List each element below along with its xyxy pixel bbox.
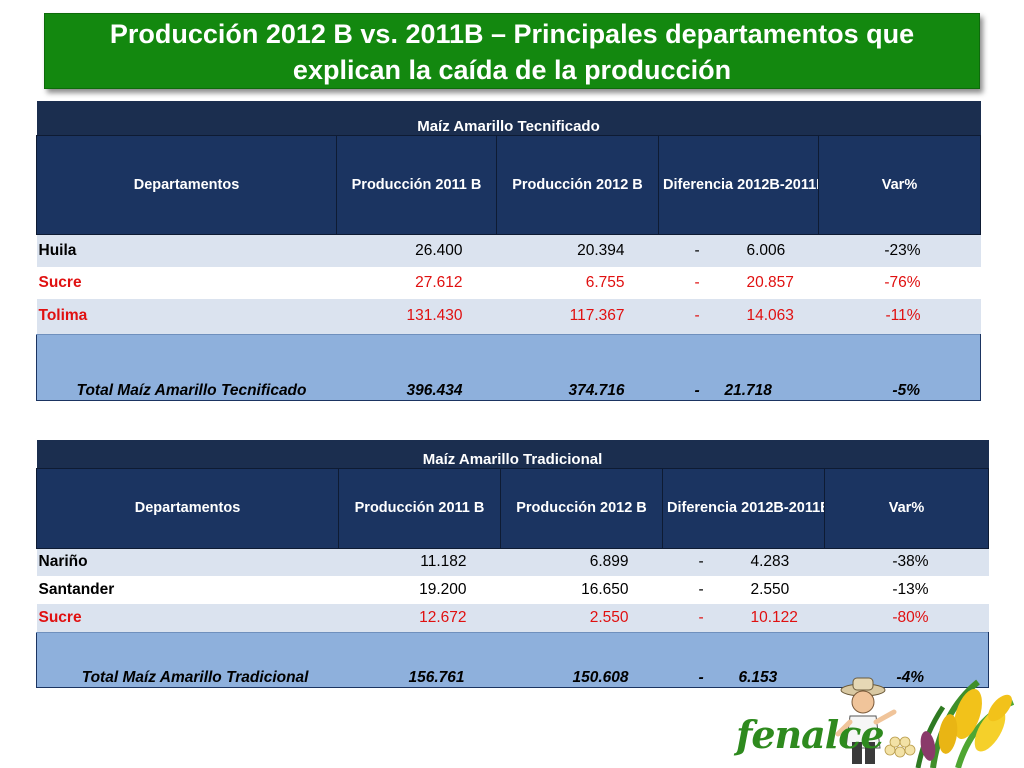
diff-sign: - (694, 381, 700, 399)
table-tradicional: Maíz Amarillo Tradicional Departamentos … (36, 440, 989, 688)
diff-sign: - (698, 608, 704, 626)
table-total-row: Total Maíz Amarillo Tradicional 156.761 … (36, 631, 989, 688)
cell-produccion-2011: 131.430 (336, 299, 497, 334)
diff-value: 2.550 (750, 581, 790, 598)
diff-value: 20.857 (746, 274, 794, 291)
cell-departamento: Sucre (38, 274, 82, 291)
column-header-produccion-2011: Producción 2011 B (336, 134, 497, 235)
cell-var: -38% (824, 548, 989, 576)
cell-var: -13% (892, 581, 929, 598)
cell-total-var: -4% (824, 631, 989, 688)
cell-var: -80% (824, 604, 989, 632)
table-row: Huila 26.400 20.394 - 6.006 -23% (36, 234, 981, 267)
cell-departamento: Sucre (36, 604, 339, 632)
diff-sign: - (698, 581, 704, 598)
cell-total-label: Total Maíz Amarillo Tecnificado (36, 333, 337, 401)
cell-diferencia: - 4.283 (662, 548, 825, 576)
diff-sign: - (694, 307, 700, 325)
fenalce-logo (835, 677, 1015, 768)
diff-value: 21.718 (724, 381, 772, 399)
cell-total-label: Total Maíz Amarillo Tradicional (36, 631, 339, 688)
cell-total-2011: 396.434 (336, 333, 497, 401)
cell-diferencia: - 6.006 (658, 234, 819, 267)
cell-diferencia: - 14.063 (658, 299, 819, 334)
cell-var: -76% (884, 274, 921, 291)
cell-departamento: Tolima (36, 299, 337, 334)
diff-sign: - (698, 668, 704, 686)
title-line-1: Producción 2012 B vs. 2011B – Principale… (109, 19, 915, 49)
cell-diferencia: - 2.550 (663, 576, 825, 604)
column-header-diferencia: Diferencia 2012B-2011B Ton (658, 134, 819, 235)
cell-produccion-2012: 117.367 (496, 299, 659, 334)
table-row: Santander 19.200 16.650 - 2.550 -13% (37, 576, 989, 604)
table-caption: Maíz Amarillo Tecnificado (36, 101, 981, 135)
column-header-var: Var% (824, 467, 989, 549)
cell-produccion-2012: 16.650 (581, 581, 629, 598)
column-header-departamentos: Departamentos (36, 467, 339, 549)
diff-value: 6.006 (746, 241, 786, 259)
title-line-2: explican la caída de la producción (292, 55, 732, 85)
cell-produccion-2011: 12.672 (338, 604, 501, 632)
cell-departamento: Nariño (36, 548, 339, 576)
table-row: Nariño 11.182 6.899 - 4.283 -38% (36, 548, 989, 576)
farmer-icon (835, 677, 897, 764)
column-header-produccion-2012: Producción 2012 B (496, 134, 659, 235)
diff-sign: - (694, 241, 700, 259)
table-caption: Maíz Amarillo Tradicional (36, 440, 989, 468)
column-header-produccion-2012: Producción 2012 B (500, 467, 663, 549)
diff-sign: - (698, 553, 704, 571)
diff-value: 10.122 (750, 608, 798, 626)
cell-departamento: Santander (38, 581, 115, 598)
cell-total-2012: 374.716 (496, 333, 659, 401)
table-row: Sucre 27.612 6.755 - 20.857 -76% (37, 267, 981, 299)
column-header-var: Var% (818, 134, 981, 235)
column-header-produccion-2011: Producción 2011 B (338, 467, 501, 549)
cell-produccion-2012: 6.755 (585, 274, 625, 291)
column-header-diferencia: Diferencia 2012B-2011B Ton (662, 467, 825, 549)
cell-produccion-2012: 2.550 (500, 604, 663, 632)
corn-illustration-icon (915, 679, 1015, 768)
corn-kernels-icon (884, 736, 916, 758)
title-banner: Producción 2012 B vs. 2011B – Principale… (44, 13, 980, 89)
cell-produccion-2011: 27.612 (415, 274, 463, 291)
cell-total-diferencia: - 21.718 (658, 333, 819, 401)
cell-produccion-2012: 20.394 (496, 234, 659, 267)
cell-produccion-2011: 11.182 (338, 548, 501, 576)
cell-total-diferencia: - 6.153 (662, 631, 825, 688)
cell-total-2012: 150.608 (500, 631, 663, 688)
column-header-departamentos: Departamentos (36, 134, 337, 235)
table-tecnificado: Maíz Amarillo Tecnificado Departamentos … (36, 101, 981, 401)
logo-wordmark: fenalce (736, 712, 885, 757)
diff-value: 14.063 (746, 307, 794, 325)
table-row: Tolima 131.430 117.367 - 14.063 -11% (36, 299, 981, 334)
cell-var: -11% (818, 299, 981, 334)
cell-diferencia: - 10.122 (662, 604, 825, 632)
cell-total-var: -5% (818, 333, 981, 401)
cell-total-2011: 156.761 (338, 631, 501, 688)
cell-var: -23% (818, 234, 981, 267)
diff-sign: - (694, 274, 700, 291)
cell-diferencia: - 20.857 (659, 267, 819, 299)
page-title: Producción 2012 B vs. 2011B – Principale… (110, 15, 914, 87)
diff-value: 6.153 (738, 668, 778, 686)
cell-produccion-2011: 19.200 (419, 581, 467, 598)
table-row: Sucre 12.672 2.550 - 10.122 -80% (36, 604, 989, 632)
cell-produccion-2011: 26.400 (336, 234, 497, 267)
diff-value: 4.283 (750, 553, 790, 571)
cell-produccion-2012: 6.899 (500, 548, 663, 576)
table-total-row: Total Maíz Amarillo Tecnificado 396.434 … (36, 333, 981, 401)
cell-departamento: Huila (36, 234, 337, 267)
